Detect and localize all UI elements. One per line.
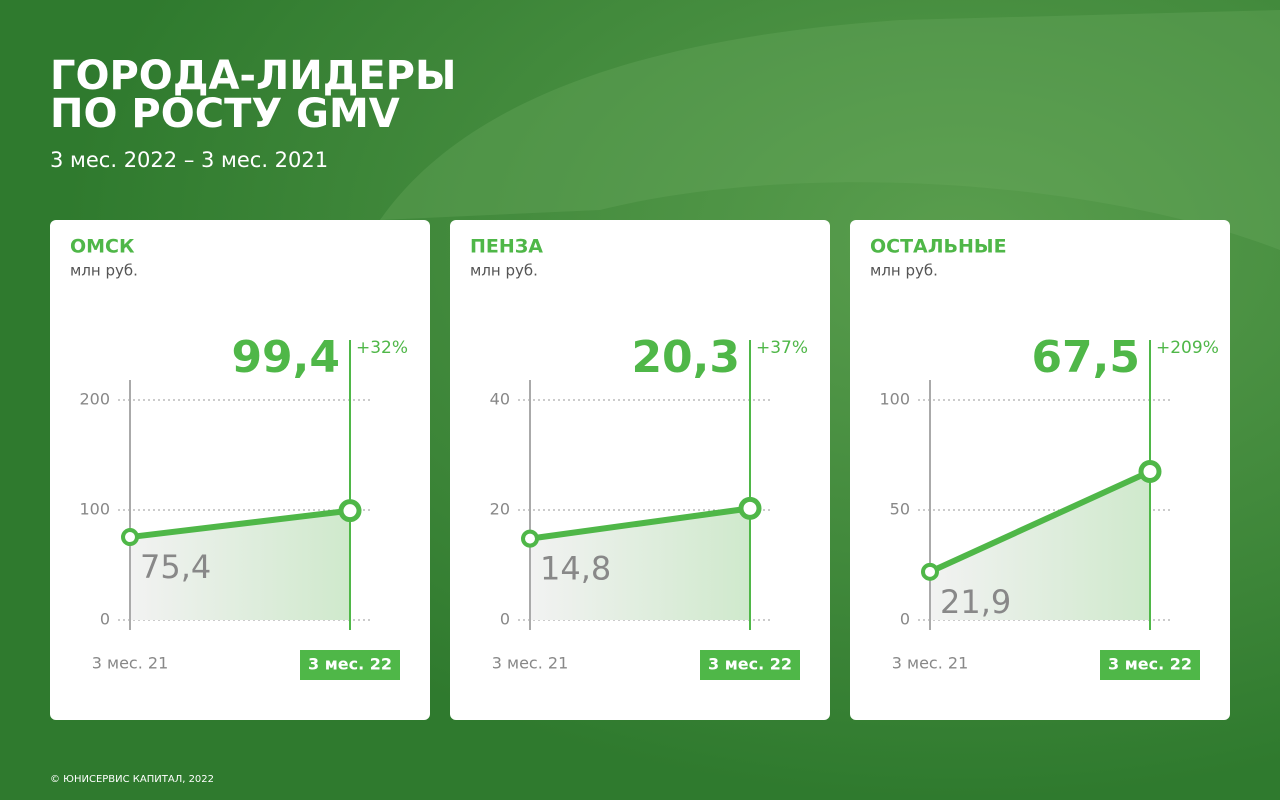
value-label: 20,3: [631, 332, 740, 383]
area: [530, 508, 750, 620]
point: [338, 499, 362, 523]
y-tick-label: 40: [490, 390, 510, 409]
chart-card: ОСТАЛЬНЫЕ млн руб. 0 50 100 21,9 67,5 +209% 3 ме…: [850, 220, 1230, 720]
area: [130, 510, 350, 620]
value-label: 75,4: [140, 548, 211, 586]
footer: © ЮНИСЕРВИС КАПИТАЛ, 2022: [50, 774, 214, 785]
y-tick-label: 100: [79, 500, 110, 519]
change-label: +209%: [1156, 338, 1219, 358]
title-line: ГОРОДА-ЛИДЕРЫ: [50, 53, 456, 99]
x-tick-box: [700, 650, 800, 680]
card-subtitle: млн руб.: [470, 262, 538, 280]
x-tick-label: 3 мес. 21: [492, 654, 569, 673]
card-title: ПЕНЗА: [470, 236, 543, 258]
change-label: +37%: [756, 338, 808, 358]
point: [1138, 460, 1162, 483]
subtitle: 3 мес. 2022 – 3 мес. 2021: [50, 148, 328, 172]
chart-card: ПЕНЗА млн руб. 0 20 40 14,8 20,3 +37% 3 мес. 21 3…: [450, 220, 830, 720]
card-subtitle: млн руб.: [70, 262, 138, 280]
y-tick-label: 0: [500, 610, 510, 629]
card-subtitle: млн руб.: [870, 262, 938, 280]
point: [521, 529, 539, 548]
value-label: 14,8: [540, 550, 611, 588]
background-shape: [380, 10, 1280, 250]
card: [50, 220, 430, 720]
line: [928, 468, 1152, 575]
y-tick-label: 50: [890, 500, 910, 519]
area: [930, 471, 1150, 620]
y-tick-label: 20: [490, 500, 510, 519]
x-tick-box: [1100, 650, 1200, 680]
line: [529, 505, 751, 542]
point: [738, 496, 762, 520]
change-label: +32%: [356, 338, 408, 358]
x-tick-box: [300, 650, 400, 680]
value-label: 21,9: [940, 583, 1011, 621]
x-tick-label: 3 мес. 22: [1108, 655, 1192, 674]
card: [850, 220, 1230, 720]
point: [121, 528, 139, 547]
value-label: 67,5: [1031, 332, 1140, 383]
y-tick-label: 200: [79, 390, 110, 409]
card: [450, 220, 830, 720]
y-tick-label: 0: [900, 610, 910, 629]
x-tick-label: 3 мес. 21: [92, 654, 169, 673]
point: [921, 562, 939, 581]
card-title: ОМСК: [70, 236, 135, 258]
title-line: ПО РОСТУ GMV: [50, 91, 400, 137]
chart-card: ОМСК млн руб. 0 100 200 75,4 99,4 +32% 3 мес. 21…: [50, 220, 430, 720]
x-tick-label: 3 мес. 22: [308, 655, 392, 674]
y-tick-label: 0: [100, 610, 110, 629]
card-title: ОСТАЛЬНЫЕ: [870, 236, 1007, 258]
x-tick-label: 3 мес. 21: [892, 654, 969, 673]
y-tick-label: 100: [879, 390, 910, 409]
line: [129, 507, 351, 541]
value-label: 99,4: [231, 332, 340, 383]
x-tick-label: 3 мес. 22: [708, 655, 792, 674]
